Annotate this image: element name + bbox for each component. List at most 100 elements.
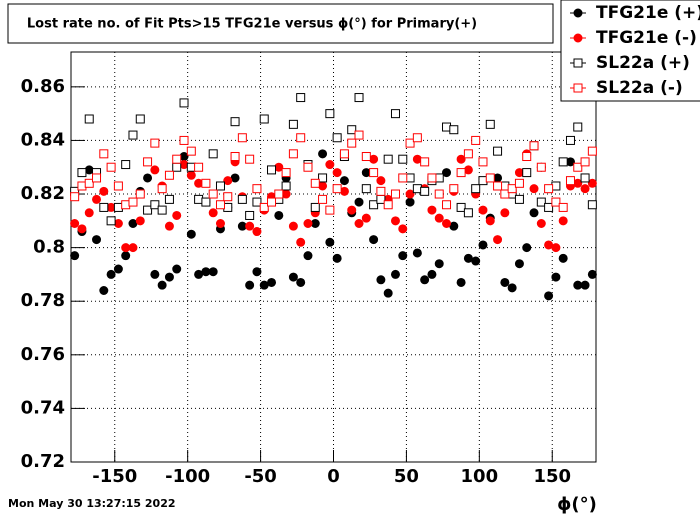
marker	[267, 277, 277, 287]
marker	[383, 200, 393, 210]
marker	[172, 264, 182, 274]
marker	[369, 235, 379, 245]
marker	[303, 251, 313, 261]
marker	[514, 178, 524, 188]
marker	[493, 235, 503, 245]
marker	[106, 269, 116, 279]
x-tick-label: 150	[533, 466, 571, 487]
marker	[259, 202, 269, 212]
marker	[551, 272, 561, 282]
marker	[135, 189, 145, 199]
marker	[565, 176, 575, 186]
x-tick-label: 100	[461, 466, 499, 487]
marker	[113, 264, 123, 274]
marker	[485, 119, 495, 129]
marker	[551, 243, 561, 253]
marker	[587, 200, 597, 210]
marker	[186, 229, 196, 239]
marker	[347, 125, 357, 135]
marker	[522, 152, 532, 162]
marker	[288, 272, 298, 282]
marker	[485, 173, 495, 183]
marker	[405, 138, 415, 148]
marker	[99, 186, 109, 196]
marker	[296, 237, 306, 247]
marker	[412, 133, 422, 143]
marker	[186, 146, 196, 156]
marker	[310, 202, 320, 212]
marker	[398, 224, 408, 234]
marker	[186, 170, 196, 180]
marker	[376, 186, 386, 196]
marker	[288, 119, 298, 129]
marker	[580, 280, 590, 290]
marker	[296, 133, 306, 143]
marker	[106, 162, 116, 172]
marker	[390, 109, 400, 119]
marker	[485, 216, 495, 226]
marker	[223, 176, 233, 186]
marker	[398, 154, 408, 164]
marker	[245, 210, 255, 220]
marker	[230, 117, 240, 127]
marker	[354, 130, 364, 140]
y-tick-label: 0.72	[21, 451, 65, 472]
marker	[113, 181, 123, 191]
marker	[245, 221, 255, 231]
legend-marker	[573, 33, 583, 43]
marker	[463, 208, 473, 218]
marker	[558, 202, 568, 212]
marker	[354, 197, 364, 207]
x-tick-label: 0	[327, 466, 340, 487]
y-tick-label: 0.84	[21, 129, 65, 150]
marker	[215, 181, 225, 191]
marker	[135, 216, 145, 226]
marker	[150, 269, 160, 279]
marker	[361, 152, 371, 162]
marker	[164, 170, 174, 180]
marker	[77, 224, 87, 234]
marker	[194, 162, 204, 172]
marker	[325, 109, 335, 119]
marker	[201, 197, 211, 207]
marker	[267, 197, 277, 207]
marker	[245, 154, 255, 164]
legend-label: TFG21e (+)	[596, 3, 700, 23]
marker	[121, 251, 131, 261]
marker	[215, 219, 225, 229]
marker	[92, 194, 102, 204]
marker	[128, 130, 138, 140]
marker	[456, 202, 466, 212]
marker	[92, 173, 102, 183]
marker	[522, 243, 532, 253]
chart-title: Lost rate no. of Fit Pts>15 TFG21e versu…	[27, 17, 477, 32]
title-box	[7, 3, 554, 44]
marker	[143, 157, 153, 167]
x-tick-label: -100	[165, 466, 210, 487]
marker	[478, 205, 488, 215]
marker	[92, 235, 102, 245]
marker	[179, 98, 189, 108]
marker	[237, 133, 247, 143]
marker	[201, 178, 211, 188]
marker	[507, 283, 517, 293]
marker	[172, 154, 182, 164]
marker	[500, 189, 510, 199]
marker	[544, 202, 554, 212]
marker	[544, 184, 554, 194]
marker	[434, 213, 444, 223]
marker	[157, 280, 167, 290]
marker	[332, 168, 342, 178]
x-axis-label: ϕ(°)	[557, 494, 597, 514]
marker	[456, 277, 466, 287]
marker	[99, 149, 109, 159]
legend-label: SL22a (-)	[596, 78, 683, 98]
marker	[267, 165, 277, 175]
marker	[420, 275, 430, 285]
marker	[361, 184, 371, 194]
x-tick-label: -150	[92, 466, 137, 487]
marker	[347, 205, 357, 215]
marker	[310, 178, 320, 188]
x-tick-label: 50	[394, 466, 419, 487]
marker	[252, 227, 262, 237]
